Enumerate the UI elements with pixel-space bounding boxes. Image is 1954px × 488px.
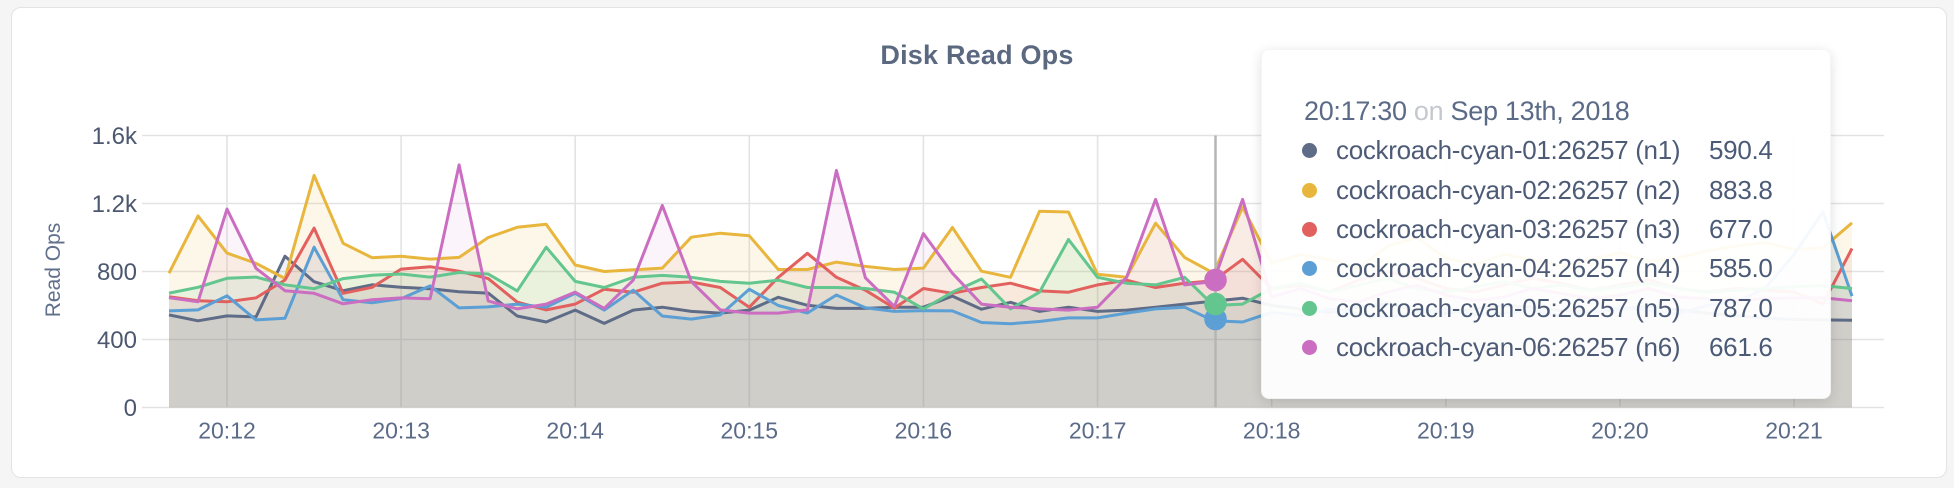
svg-text:800: 800 bbox=[97, 259, 137, 286]
svg-text:1.2k: 1.2k bbox=[92, 191, 138, 218]
svg-text:20:18: 20:18 bbox=[1243, 418, 1301, 444]
svg-text:20:20: 20:20 bbox=[1591, 418, 1649, 444]
svg-text:20:19: 20:19 bbox=[1417, 418, 1475, 444]
svg-text:20:12: 20:12 bbox=[198, 418, 256, 444]
svg-text:20:14: 20:14 bbox=[546, 418, 604, 444]
svg-text:20:17: 20:17 bbox=[1069, 418, 1127, 444]
svg-text:20:15: 20:15 bbox=[721, 418, 779, 444]
svg-text:20:13: 20:13 bbox=[372, 418, 430, 444]
svg-text:20:16: 20:16 bbox=[895, 418, 953, 444]
svg-text:1.6k: 1.6k bbox=[92, 123, 138, 150]
svg-text:20:21: 20:21 bbox=[1765, 418, 1823, 444]
svg-text:0: 0 bbox=[124, 395, 137, 422]
svg-text:400: 400 bbox=[97, 327, 137, 354]
